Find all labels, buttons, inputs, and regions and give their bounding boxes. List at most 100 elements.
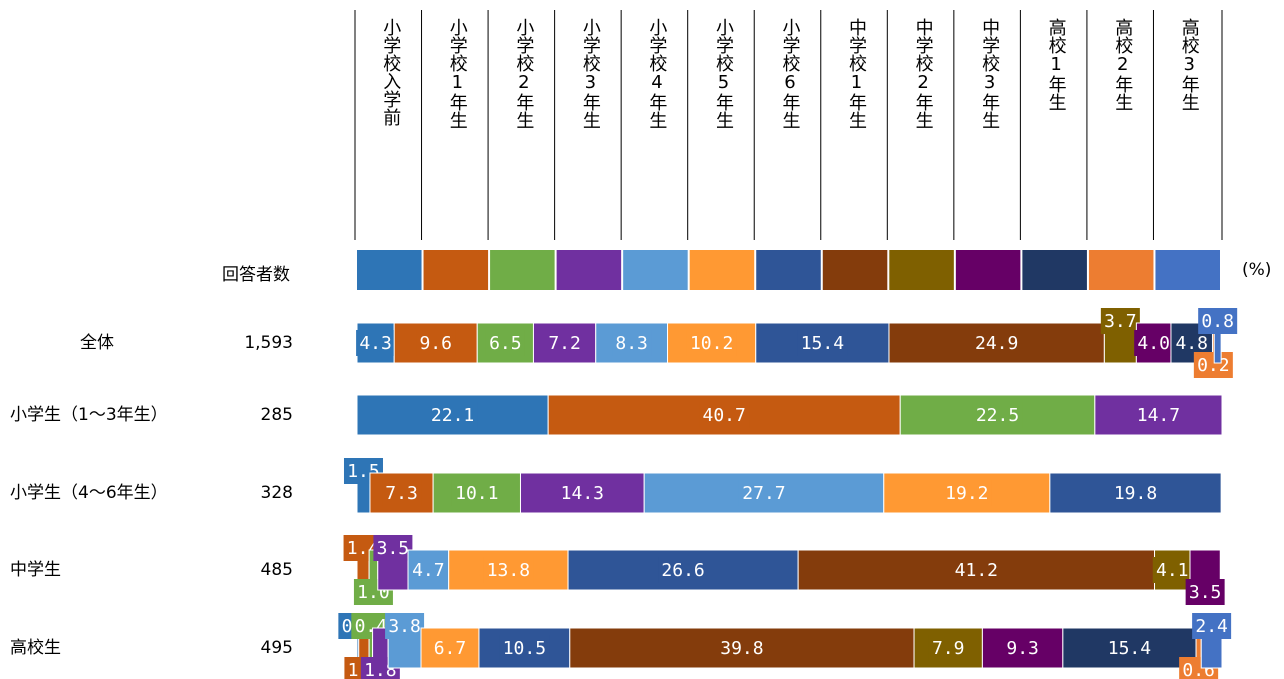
data-label-box (430, 635, 470, 661)
legend-swatch (955, 250, 1021, 290)
data-label-box (483, 557, 534, 583)
data-label-box (972, 402, 1023, 428)
legend-label: 高校2年生 (1112, 18, 1133, 111)
data-label: 2.4 (1195, 616, 1228, 637)
data-label: 22.5 (976, 405, 1019, 426)
legend-swatch (756, 250, 821, 290)
data-label-box (951, 557, 1002, 583)
legend-swatch (556, 250, 622, 290)
unit-label: (%) (1242, 260, 1271, 280)
data-label-box (356, 330, 396, 356)
respondent-count: 1,593 (244, 333, 293, 353)
data-label-box (451, 480, 502, 506)
legend-label: 中学校3年生 (979, 18, 1000, 129)
bar-segment (913, 627, 983, 669)
data-label: 13.8 (487, 560, 530, 581)
legend-label: 小学校5年生 (713, 18, 734, 129)
legend-swatch (822, 250, 888, 290)
data-label-box (557, 480, 608, 506)
data-label-box (797, 330, 848, 356)
data-label-box (658, 557, 709, 583)
respondent-count: 495 (261, 638, 293, 658)
data-label-box (373, 535, 413, 561)
data-label: 24.9 (975, 333, 1018, 354)
data-label: 4.0 (1137, 333, 1170, 354)
legend-label: 高校3年生 (1179, 18, 1200, 111)
data-label: 4.1 (1156, 560, 1189, 581)
data-label-box (1100, 308, 1140, 334)
data-label-box (1134, 330, 1174, 356)
data-label-box (738, 480, 789, 506)
data-label: 3.5 (1189, 582, 1222, 603)
data-label: 14.3 (561, 483, 604, 504)
data-label: 15.4 (801, 333, 844, 354)
data-label: 0.8 (1201, 311, 1234, 332)
data-label: 3.7 (1104, 311, 1137, 332)
legend-label: 小学校1年生 (447, 18, 468, 129)
data-label: 4.7 (412, 560, 445, 581)
data-label: 7.9 (932, 638, 965, 659)
data-label: 10.5 (503, 638, 546, 659)
bar-segment (519, 472, 645, 514)
row-label: 小学生（4～6年生） (10, 483, 168, 503)
legend-swatch (490, 250, 555, 290)
legend-swatch (1088, 250, 1154, 290)
legend-label: 中学校1年生 (846, 18, 867, 129)
data-label-box (408, 557, 448, 583)
data-label: 40.7 (703, 405, 746, 426)
data-label-box (1192, 613, 1232, 639)
legend-swatch (1155, 250, 1220, 290)
legend-swatch (423, 250, 489, 290)
legend-swatch (623, 250, 688, 290)
data-label: 9.6 (419, 333, 452, 354)
data-label-box (971, 330, 1022, 356)
row-label: 中学生 (10, 560, 61, 580)
data-label-box (427, 402, 478, 428)
legend-swatch (689, 250, 755, 290)
data-label-box (1185, 579, 1225, 605)
respondents-header: 回答者数 (222, 265, 290, 285)
data-label: 0.2 (1197, 355, 1230, 376)
legend-swatch (889, 250, 954, 290)
data-label-box (499, 635, 550, 661)
data-label: 3.8 (388, 616, 421, 637)
respondent-count: 285 (261, 405, 293, 425)
data-label: 6.5 (489, 333, 522, 354)
data-label: 39.8 (720, 638, 763, 659)
data-label-box (1193, 352, 1233, 378)
data-label: 14.7 (1137, 405, 1180, 426)
data-label-box (545, 330, 585, 356)
data-label: 4.8 (1175, 333, 1208, 354)
legend-label: 小学校2年生 (513, 18, 534, 129)
bar-segment (883, 472, 1051, 514)
data-label: 3.5 (377, 538, 410, 559)
data-label: 6.7 (434, 638, 467, 659)
legend-swatch (1022, 250, 1087, 290)
data-label-box (699, 402, 750, 428)
data-label-box (1152, 557, 1192, 583)
data-label-box (385, 613, 425, 639)
data-label-box (1110, 480, 1161, 506)
data-label: 10.1 (455, 483, 498, 504)
data-label: 19.8 (1114, 483, 1157, 504)
data-label-box (928, 635, 968, 661)
row-label: 全体 (80, 333, 114, 353)
data-label-box (382, 480, 422, 506)
data-label-box (612, 330, 652, 356)
respondent-count: 485 (261, 560, 293, 580)
data-label: 4.3 (359, 333, 392, 354)
data-label: 27.7 (742, 483, 785, 504)
data-label-box (416, 330, 456, 356)
legend-label: 小学校入学前 (380, 18, 401, 126)
row-label: 小学生（1～3年生） (10, 405, 168, 425)
data-label: 8.3 (615, 333, 648, 354)
legend-label: 中学校2年生 (913, 18, 934, 129)
respondent-count: 328 (261, 483, 293, 503)
data-label-box (1104, 635, 1155, 661)
data-label-box (1003, 635, 1043, 661)
legend-label: 小学校3年生 (580, 18, 601, 129)
legend-label: 小学校4年生 (646, 18, 667, 129)
data-label: 9.3 (1006, 638, 1039, 659)
data-label-box (1133, 402, 1184, 428)
